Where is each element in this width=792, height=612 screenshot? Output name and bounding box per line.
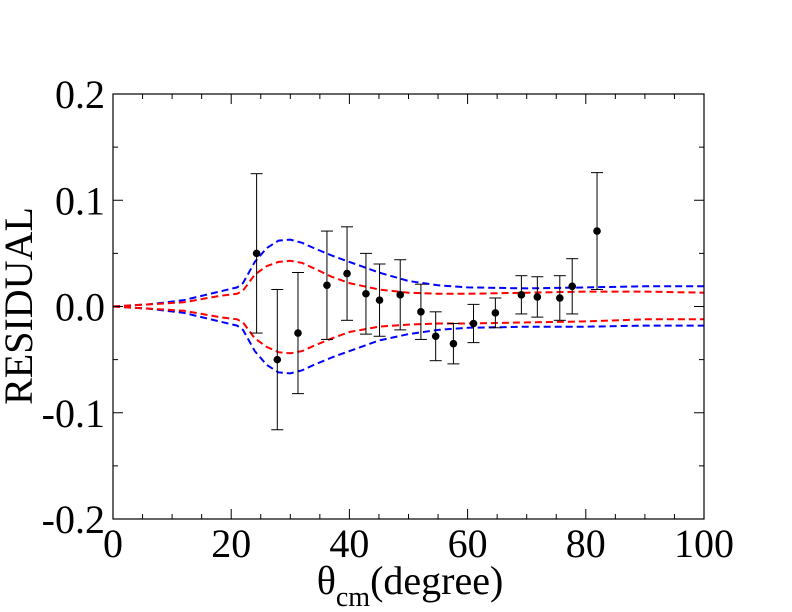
- data-marker: [431, 332, 440, 341]
- data-marker: [568, 282, 577, 291]
- data-marker: [252, 249, 261, 258]
- x-axis-title-sub: cm: [336, 582, 370, 612]
- data-marker: [491, 309, 500, 317]
- band-curves: [112, 238, 705, 375]
- x-tick-label: 80: [566, 521, 606, 566]
- data-marker: [343, 269, 351, 278]
- x-axis-title: θcm(degree): [317, 558, 504, 612]
- data-marker: [294, 329, 302, 337]
- band-line-red-band-upper: [112, 259, 705, 308]
- data-point-13: [489, 297, 502, 329]
- data-marker: [555, 294, 564, 302]
- data-point-8: [394, 259, 407, 331]
- data-marker: [469, 319, 478, 328]
- x-tick-label: 40: [329, 521, 369, 566]
- data-point-17: [566, 258, 579, 315]
- data-point-2: [271, 289, 284, 431]
- x-axis-title-main: θ: [317, 558, 336, 603]
- data-marker: [449, 339, 458, 348]
- y-axis-title: RESIDUAL: [0, 207, 41, 405]
- band-line-blue-band-upper: [112, 238, 704, 308]
- data-marker: [417, 308, 425, 316]
- data-point-5: [341, 226, 354, 321]
- x-tick-label: 20: [211, 521, 251, 566]
- x-tick-label: 100: [674, 521, 734, 566]
- data-point-7: [373, 263, 386, 337]
- plot-frame: [112, 93, 705, 520]
- data-point-18: [591, 172, 604, 290]
- data-marker: [362, 289, 370, 298]
- y-tick-label: 0.1: [55, 178, 105, 223]
- data-point-11: [447, 323, 460, 365]
- data-marker: [273, 355, 282, 364]
- data-marker: [396, 291, 405, 299]
- data-point-15: [531, 276, 544, 318]
- x-axis-title-unit: (degree): [370, 558, 503, 603]
- y-tick-label: 0.2: [55, 72, 105, 117]
- data-point-4: [320, 230, 333, 340]
- data-point-10: [429, 311, 442, 362]
- band-line-red-band-lower: [112, 305, 704, 355]
- data-point-3: [291, 272, 304, 395]
- data-point-12: [467, 303, 480, 344]
- data-point-9: [414, 283, 427, 340]
- x-tick-label: 0: [103, 521, 123, 566]
- x-tick-label: 60: [448, 521, 488, 566]
- data-point-1: [250, 173, 263, 334]
- data-point-16: [553, 275, 566, 321]
- axis-ticks: [112, 93, 705, 520]
- data-point-6: [359, 252, 372, 335]
- y-tick-label: -0.1: [42, 391, 105, 436]
- data-marker: [323, 281, 331, 290]
- band-line-blue-band-lower: [112, 305, 704, 375]
- data-marker: [533, 293, 542, 301]
- data-point-14: [515, 275, 528, 315]
- y-tick-label: 0.0: [55, 285, 105, 330]
- data-marker: [593, 227, 601, 235]
- tick-labels: 0 20 40 60 80 100 -0.2 -0.1 0.0 0.1 0.2: [42, 72, 734, 566]
- y-tick-label: -0.2: [42, 497, 105, 542]
- data-marker: [375, 296, 384, 304]
- data-points: [250, 172, 604, 431]
- data-marker: [517, 291, 526, 299]
